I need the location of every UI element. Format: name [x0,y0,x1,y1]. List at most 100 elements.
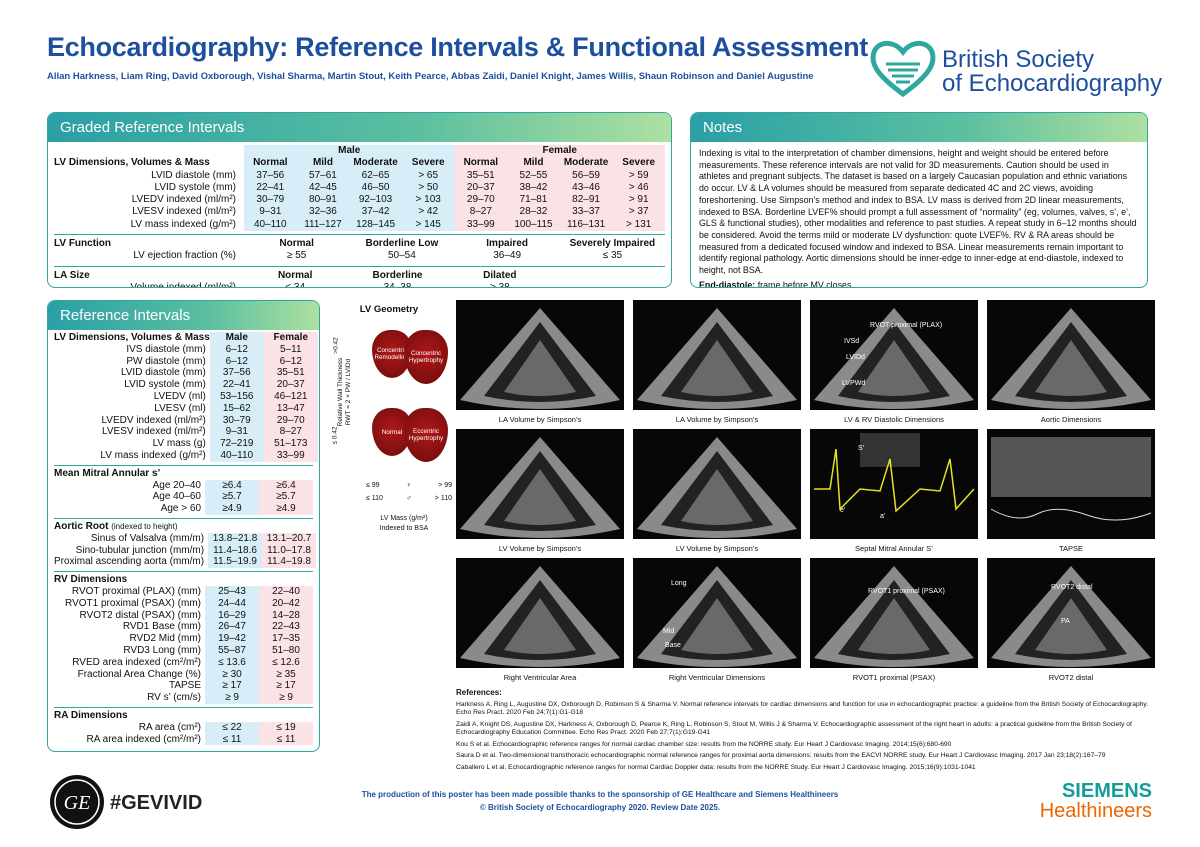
cell: 55–87 [205,644,259,657]
geometry-heart: Eccentric Hypertrophy [404,408,448,462]
image-caption: TAPSE [1058,544,1084,553]
references-title: References: [456,688,502,697]
image-caption: LV Volume by Simpson’s [498,544,582,553]
cell: 13–47 [263,402,318,415]
echo-graphic [814,433,975,513]
column-header: Male [209,332,264,344]
separator [54,265,665,267]
cell: 20–42 [259,597,313,610]
mass-threshold: > 99 [438,482,452,489]
cell: 11.4–19.8 [262,556,317,569]
poster-title: Echocardiography: Reference Intervals & … [47,32,868,62]
section-heading-text: Mean Mitral Annular s’ [54,467,161,479]
bse-logo-icon [870,40,936,98]
cell: 33–99 [263,449,318,462]
column-header: Impaired [486,238,528,250]
row-label: Fractional Area Change (%) [77,668,201,680]
ge-logo: GE [50,775,104,829]
image-label: a’ [880,513,886,520]
image-label: Base [665,642,681,649]
cell: ≥ 17 [259,680,313,693]
hashtag: #GEVIVID [110,792,203,814]
column-header: Female [263,332,318,344]
echo-graphic [814,566,974,667]
cell: 30–79 [209,414,264,427]
image-grid: LA Volume by Simpson’s LA Volume by Simps… [456,300,1156,690]
cell: 42–45 [296,181,350,195]
separator [54,464,313,466]
references: References: Harkness A, Ring L, Augustin… [456,688,1156,775]
graded-table: Male Female LV Dimensions, Volumes & Mass N… [48,142,671,232]
cell: 35–51 [263,367,318,380]
cell: 20–37 [263,379,318,391]
row-label: RVOT2 distal (PSAX) (mm) [79,609,202,621]
row-label: Sino-tubular junction (mm/m) [75,544,205,556]
cell: ≥6.4 [205,479,259,492]
image-caption: LA Volume by Simpson’s [498,415,582,424]
cell: ≤ 19 [259,721,313,734]
row-label: LVID diastole (mm) [120,367,206,379]
echo-image [987,429,1155,539]
column-header: Severely Impaired [569,238,656,250]
cell: 37–42 [349,206,402,219]
notes-paragraph: Indexing is vital to the interpretation … [699,148,1137,276]
healthineers-logo: Healthineers [1039,800,1152,822]
cell: > 131 [612,218,665,232]
axis-note: Indexed to BSA [379,525,429,532]
row-label: RA area (cm²) [138,721,201,733]
graded-panel: Graded Reference Intervals Male Female LV … [47,112,672,288]
cell: 100–115 [507,218,560,232]
mass-threshold-row: ≤ 110 ♂ > 110 [366,495,452,502]
echo-image [456,300,624,410]
cell: ≥6.4 [259,479,313,492]
panel-header: Reference Intervals [48,301,319,330]
panel-header: Notes [691,113,1147,142]
cell: > 91 [612,194,665,207]
echo-graphic [460,437,620,538]
cell: 16–29 [205,609,259,622]
image-label: PA [1061,618,1070,625]
cell: 62–65 [349,169,402,182]
reference-item: Caballero L et al. Echocardiographic ref… [456,763,976,771]
cell: ≥5.7 [259,491,313,504]
row-label: Age 20–40 [152,479,201,491]
echo-image [633,429,801,539]
image-caption: LV Volume by Simpson’s [675,544,759,553]
notes-definition: frame before MV closes [757,279,852,288]
image-label: LVPWd [842,380,866,387]
axis-formula: RWT = 2 × PW / LVIDd [345,358,352,426]
notes-panel: Notes Indexing is vital to the interpret… [690,112,1148,288]
cell: 8–27 [263,426,318,439]
cell: 56–59 [559,169,613,182]
section-heading-text: Aortic Root [54,520,109,532]
section-heading: LV Dimensions, Volumes & Mass [54,157,210,169]
cell: > 50 [401,181,455,195]
ge-logo-text: GE [64,792,91,814]
panel-header: Graded Reference Intervals [48,113,671,142]
cell: 15–62 [209,402,264,415]
reference-table: RA Dimensions RA area (cm²) ≤ 22 ≤ 19 RA are… [48,708,319,746]
echo-image: RVOT2 distal PA [987,558,1155,668]
row-label: RVD2 Mid (mm) [129,633,201,645]
image-label: IVSd [844,338,860,345]
reference-table: LV Dimensions, Volumes & Mass Male Female I… [48,330,319,462]
column-header: Dilated [483,269,517,281]
echo-graphic [637,566,797,667]
cell: ≥4.9 [205,503,259,515]
image-label: Mid [663,628,675,635]
image-caption: Aortic Dimensions [1040,415,1102,424]
cell: ≥ 9 [259,692,313,704]
section-heading-text: LV Dimensions, Volumes & Mass [54,332,210,343]
reference-table: Mean Mitral Annular s’ Age 20–40 ≥6.4 ≥6.4 A… [48,466,319,515]
echo-image: S’ e’ a’ [810,429,978,539]
section-heading-text: RV Dimensions [54,574,128,586]
cell: > 145 [401,218,455,232]
separator [54,517,313,519]
cell: 32–36 [296,206,350,219]
notes-term: End-diastole: [699,279,756,288]
mass-threshold: ♀ [406,482,412,489]
row-label: LVESV (ml) [154,402,206,414]
row-label: Age > 60 [160,503,201,515]
cell: ≥ 30 [205,668,259,681]
